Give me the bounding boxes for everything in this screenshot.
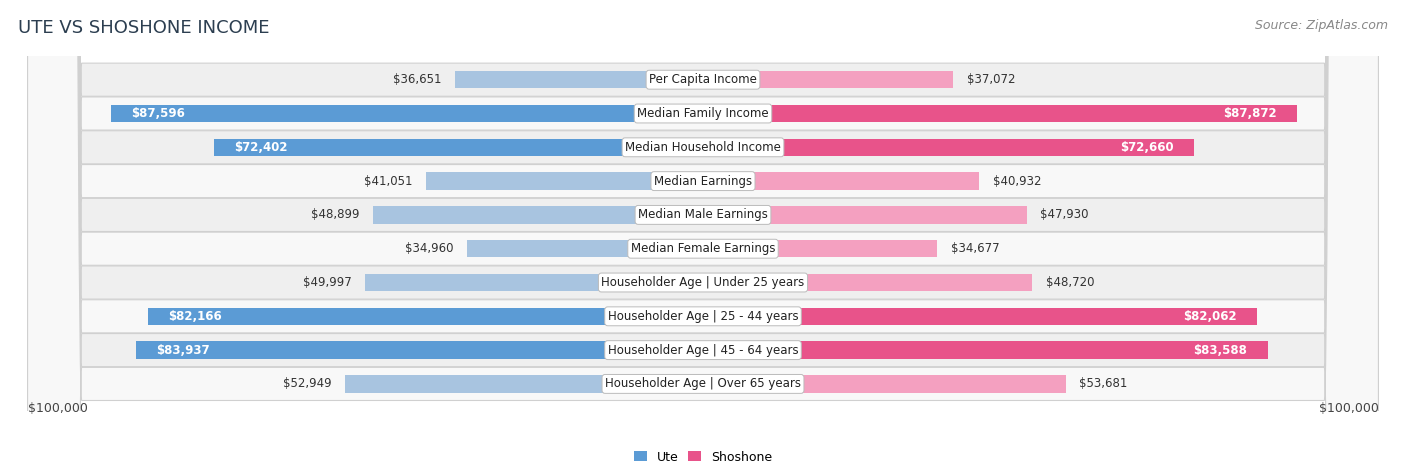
Text: Median Family Income: Median Family Income <box>637 107 769 120</box>
Text: $48,899: $48,899 <box>311 208 359 221</box>
Bar <box>703 240 938 257</box>
Text: UTE VS SHOSHONE INCOME: UTE VS SHOSHONE INCOME <box>18 19 270 37</box>
FancyBboxPatch shape <box>28 0 1378 467</box>
Text: $82,166: $82,166 <box>169 310 222 323</box>
Bar <box>148 308 703 325</box>
FancyBboxPatch shape <box>28 0 1378 467</box>
Bar <box>467 240 703 257</box>
Text: $72,660: $72,660 <box>1121 141 1174 154</box>
Text: Median Household Income: Median Household Income <box>626 141 780 154</box>
FancyBboxPatch shape <box>28 0 1378 467</box>
Text: $34,677: $34,677 <box>950 242 1000 255</box>
Text: Median Female Earnings: Median Female Earnings <box>631 242 775 255</box>
Text: $72,402: $72,402 <box>235 141 288 154</box>
Text: $47,930: $47,930 <box>1040 208 1088 221</box>
Bar <box>366 274 703 291</box>
Bar <box>703 172 980 190</box>
Bar <box>373 206 703 224</box>
Bar <box>703 375 1066 393</box>
Text: $48,720: $48,720 <box>1046 276 1094 289</box>
FancyBboxPatch shape <box>28 0 1378 467</box>
FancyBboxPatch shape <box>28 0 1378 467</box>
Text: $37,072: $37,072 <box>967 73 1015 86</box>
Text: Householder Age | 25 - 44 years: Householder Age | 25 - 44 years <box>607 310 799 323</box>
Bar <box>703 341 1268 359</box>
Bar <box>703 71 953 88</box>
Bar <box>111 105 703 122</box>
Text: Median Earnings: Median Earnings <box>654 175 752 188</box>
Text: $83,937: $83,937 <box>156 344 209 357</box>
Bar <box>426 172 703 190</box>
Bar <box>456 71 703 88</box>
Text: $36,651: $36,651 <box>394 73 441 86</box>
Bar <box>703 308 1257 325</box>
Text: Per Capita Income: Per Capita Income <box>650 73 756 86</box>
Text: Householder Age | Over 65 years: Householder Age | Over 65 years <box>605 377 801 390</box>
Text: Source: ZipAtlas.com: Source: ZipAtlas.com <box>1254 19 1388 32</box>
Legend: Ute, Shoshone: Ute, Shoshone <box>628 446 778 467</box>
Text: $53,681: $53,681 <box>1078 377 1128 390</box>
Text: $87,872: $87,872 <box>1223 107 1277 120</box>
Bar <box>703 206 1026 224</box>
Text: $87,596: $87,596 <box>132 107 186 120</box>
Text: $82,062: $82,062 <box>1184 310 1237 323</box>
Bar <box>136 341 703 359</box>
Text: $100,000: $100,000 <box>28 402 87 415</box>
Text: $49,997: $49,997 <box>304 276 352 289</box>
Text: $34,960: $34,960 <box>405 242 453 255</box>
Bar <box>346 375 703 393</box>
Text: $100,000: $100,000 <box>1319 402 1378 415</box>
FancyBboxPatch shape <box>28 0 1378 467</box>
FancyBboxPatch shape <box>28 0 1378 467</box>
Bar <box>703 139 1194 156</box>
Text: $41,051: $41,051 <box>364 175 412 188</box>
Bar <box>703 274 1032 291</box>
FancyBboxPatch shape <box>28 0 1378 467</box>
Bar <box>214 139 703 156</box>
Bar <box>703 105 1296 122</box>
Text: $40,932: $40,932 <box>993 175 1042 188</box>
Text: $83,588: $83,588 <box>1194 344 1247 357</box>
Text: Median Male Earnings: Median Male Earnings <box>638 208 768 221</box>
FancyBboxPatch shape <box>28 0 1378 467</box>
Text: Householder Age | Under 25 years: Householder Age | Under 25 years <box>602 276 804 289</box>
Text: Householder Age | 45 - 64 years: Householder Age | 45 - 64 years <box>607 344 799 357</box>
Text: $52,949: $52,949 <box>283 377 332 390</box>
FancyBboxPatch shape <box>28 0 1378 467</box>
